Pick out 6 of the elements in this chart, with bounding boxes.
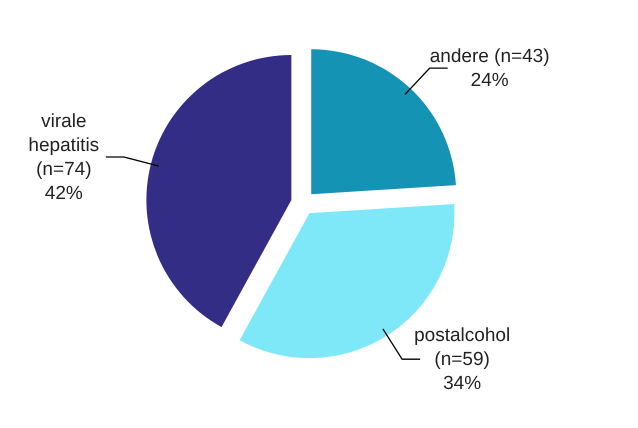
data-label: 42% [44,182,83,204]
slice-label: postalcohol (n=59) [414,325,510,370]
slice-label: andere (n=43) [430,46,550,68]
slice-label: virale hepatitis (n=74) [28,110,100,180]
data-label: 24% [470,70,509,92]
data-label: 34% [443,373,482,394]
